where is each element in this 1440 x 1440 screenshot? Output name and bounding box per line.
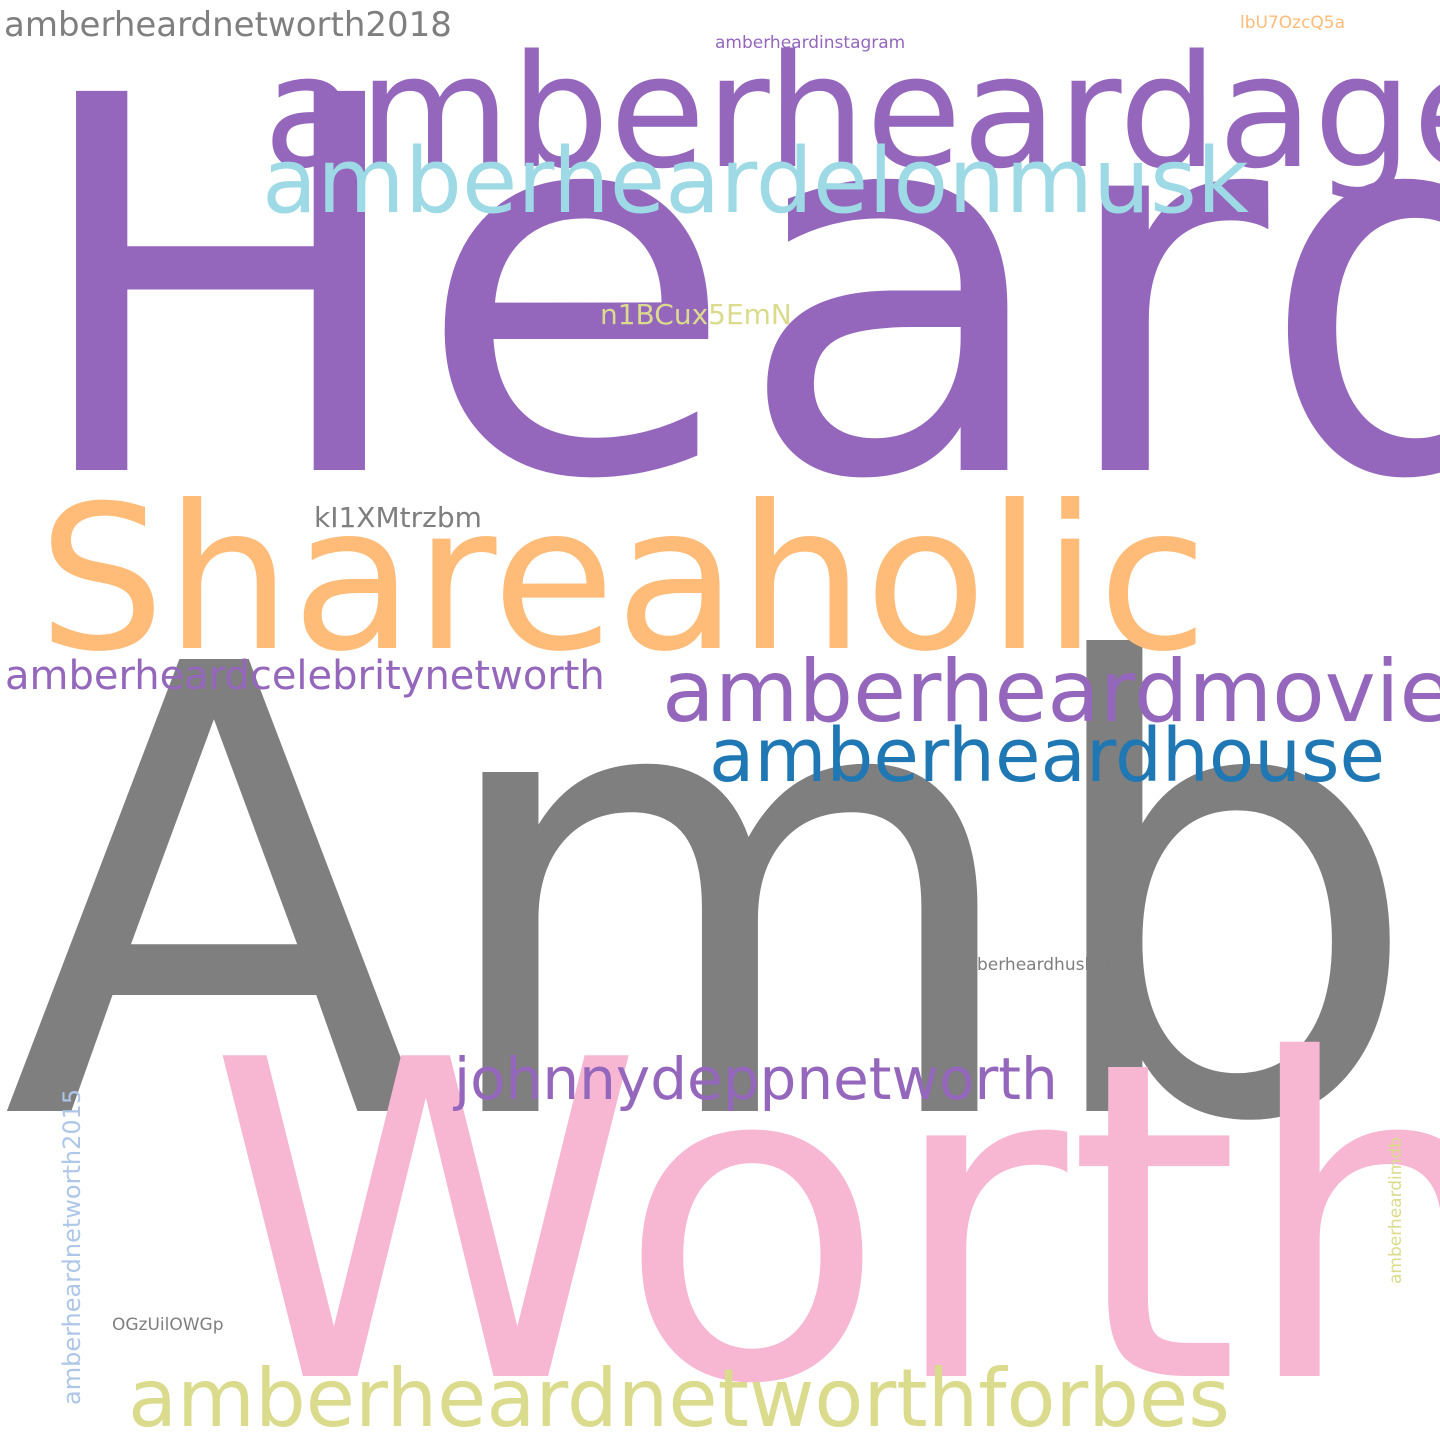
word-n1bcux5emn: n1BCux5EmN [600,298,792,331]
word-shareaholic: Shareaholic [38,463,1208,696]
word-amberheardhusband: amberheardhusband [950,955,1128,975]
word-amberheardimdb: amberheardimdb [1386,1137,1406,1284]
word-amberheardmovies: amberheardmovies [662,642,1440,742]
word-ogzuilowgp: OGzUilOWGp [112,1315,224,1335]
word-amberheardnetworth2015: amberheardnetworth2015 [58,1088,86,1405]
word-amberheardage: amberheardage [263,21,1440,203]
word-johnnydeppnetworth: johnnydeppnetworth [454,1045,1058,1113]
word-amberheardinstagram: amberheardinstagram [715,33,906,53]
word-amberheardnetworth2018: amberheardnetworth2018 [4,5,452,45]
word-heard: Heard [25,0,1440,593]
word-amber: Amber [2,537,1440,1258]
word-worth: Worth [208,968,1440,1440]
word-lbu7ozcq5a: lbU7OzcQ5a [1240,13,1346,33]
word-amberheardcelebritynetworth: amberheardcelebritynetworth [5,653,605,699]
word-amberheardnetworthforbes: amberheardnetworthforbes [128,1352,1230,1440]
word-amberheardhouse: amberheardhouse [709,713,1386,799]
word-amberheardelonmusk: amberheardelonmusk [262,129,1250,234]
word-ki1xmtrzbm: kI1XMtrzbm [314,501,482,534]
